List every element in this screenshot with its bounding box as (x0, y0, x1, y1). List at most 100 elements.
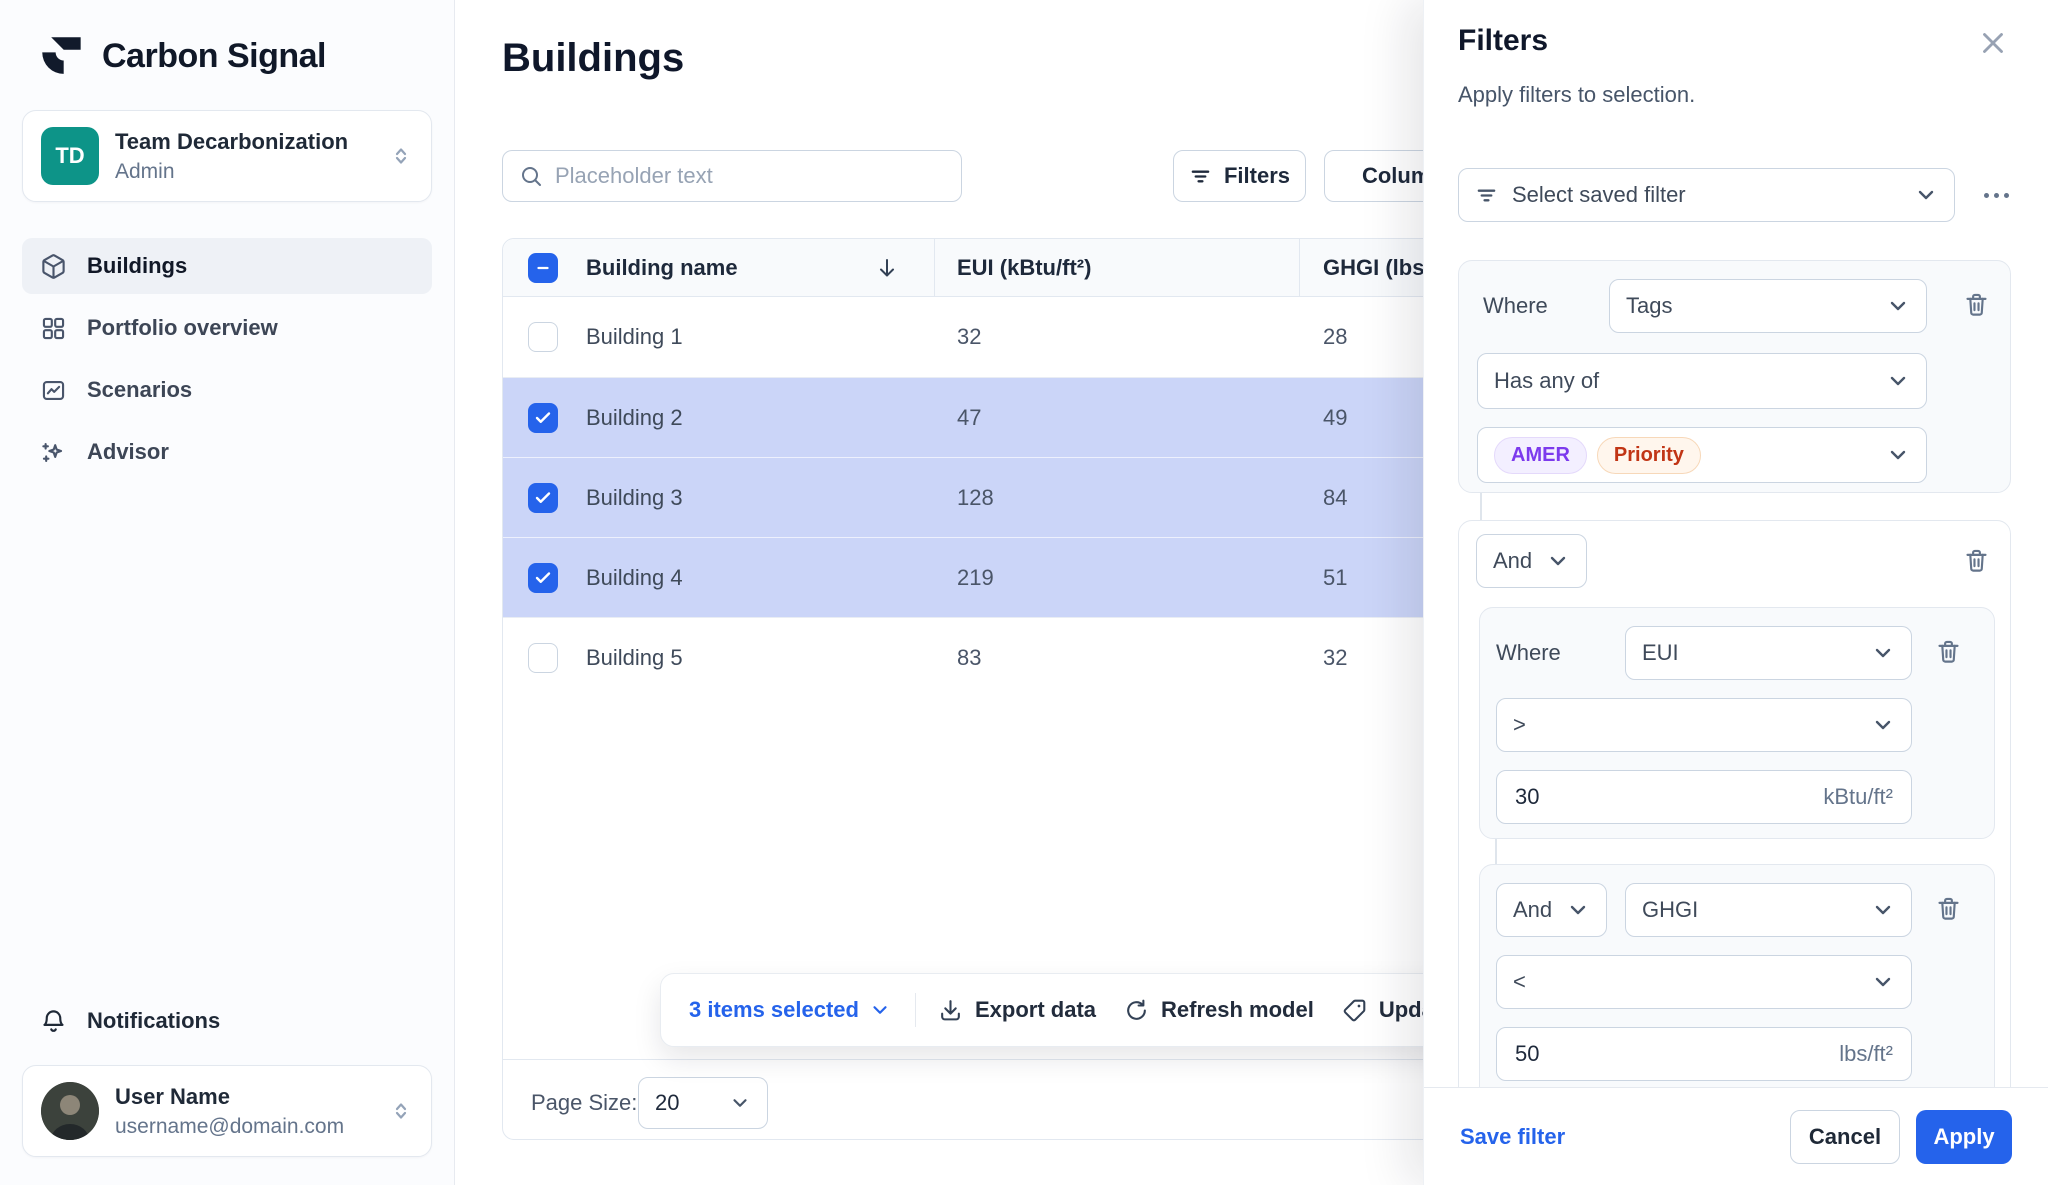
chevron-down-icon (1890, 450, 1906, 460)
trash-icon[interactable] (1935, 895, 1962, 922)
filters-panel-subtitle: Apply filters to selection. (1458, 82, 1696, 107)
sidebar-item-label: Portfolio overview (87, 315, 278, 340)
chevron-down-icon (1550, 556, 1566, 566)
cell-ghgi: 84 (1323, 485, 1348, 510)
row-checkbox[interactable] (528, 322, 558, 352)
team-name: Team Decarbonization (115, 128, 349, 154)
filters-button[interactable]: Filters (1173, 150, 1306, 202)
sidebar-item-scenarios[interactable]: Scenarios (22, 362, 432, 418)
refresh-icon (1127, 999, 1146, 1020)
row-checkbox[interactable] (528, 563, 558, 593)
trash-icon[interactable] (1935, 638, 1962, 665)
cell-ghgi: 32 (1323, 645, 1348, 670)
tag-pill-amer: AMER (1494, 436, 1587, 474)
saved-filter-placeholder: Select saved filter (1512, 182, 1686, 207)
cell-eui: 219 (957, 565, 994, 590)
table-row[interactable]: Building 2 47 49 (503, 377, 1551, 457)
cell-eui: 83 (957, 645, 982, 670)
apply-button[interactable]: Apply (1916, 1109, 2012, 1164)
search-input-wrapper (502, 150, 962, 202)
updown-chevron-icon (395, 1103, 407, 1119)
team-selector[interactable]: TD Team Decarbonization Admin (22, 110, 432, 202)
sort-descending-icon[interactable] (875, 256, 899, 280)
column-header-eui[interactable]: EUI (kBtu/ft²) (957, 255, 1092, 280)
sidebar-item-label: Buildings (87, 253, 188, 278)
sidebar: Carbon Signal TD Team Decarbonization Ad… (0, 0, 455, 1185)
user-avatar (41, 1082, 99, 1140)
table-row[interactable]: Building 3 128 84 (503, 457, 1551, 537)
row-checkbox[interactable] (528, 403, 558, 433)
app-logo: Carbon Signal (36, 28, 432, 84)
search-input[interactable] (555, 163, 945, 189)
notifications-button[interactable]: Notifications (22, 993, 432, 1049)
field-select-value: GHGI (1642, 897, 1699, 922)
table-row[interactable]: Building 1 32 28 (503, 297, 1551, 377)
refresh-model-label: Refresh model (1161, 997, 1314, 1022)
select-all-checkbox[interactable] (528, 253, 558, 283)
conjunction-select[interactable]: And (1476, 534, 1587, 588)
chevron-down-icon (1875, 720, 1891, 730)
cell-eui: 32 (957, 324, 982, 349)
field-select-ghgi[interactable]: GHGI (1625, 883, 1912, 937)
sidebar-item-label: Scenarios (87, 377, 193, 402)
save-filter-link[interactable]: Save filter (1460, 1123, 1566, 1149)
row-checkbox[interactable] (528, 483, 558, 513)
table-row[interactable]: Building 4 219 51 (503, 537, 1551, 617)
unit-label: kBtu/ft² (1823, 784, 1893, 809)
close-icon[interactable] (1976, 26, 2010, 60)
chevron-down-icon (1570, 905, 1586, 915)
sidebar-item-buildings[interactable]: Buildings (22, 238, 432, 294)
check-icon (535, 572, 551, 583)
trash-icon[interactable] (1963, 547, 1990, 574)
filter-group-tags: Where Tags Has any of AMER Priority (1458, 260, 2011, 493)
operator-select-tags[interactable]: Has any of (1477, 353, 1927, 409)
filters-panel-title: Filters (1458, 24, 1549, 57)
cell-building-name: Building 4 (586, 565, 683, 590)
selected-items-dropdown[interactable]: 3 items selected (661, 997, 907, 1023)
page-size-select[interactable]: 20 (638, 1077, 768, 1129)
value-input-eui[interactable]: 30 kBtu/ft² (1496, 770, 1912, 824)
trash-icon[interactable] (1963, 291, 1990, 318)
filters-button-label: Filters (1223, 163, 1291, 188)
chevron-down-icon (873, 1006, 887, 1014)
where-label: Where (1496, 640, 1561, 665)
download-icon (941, 999, 960, 1020)
export-data-button[interactable]: Export data (924, 997, 1110, 1023)
unit-label: lbs/ft² (1839, 1041, 1893, 1066)
row-checkbox[interactable] (528, 643, 558, 673)
user-menu[interactable]: User Name username@domain.com (22, 1065, 432, 1157)
operator-select-ghgi[interactable]: < (1496, 955, 1912, 1009)
sidebar-nav: Buildings Portfolio overview Scenarios A… (22, 238, 432, 480)
value-text: 30 (1515, 784, 1540, 809)
cell-building-name: Building 2 (586, 405, 683, 430)
operator-select-eui[interactable]: > (1496, 698, 1912, 752)
conjunction-value: And (1493, 548, 1532, 573)
table-row[interactable]: Building 5 83 32 (503, 617, 1551, 697)
filters-panel: Filters Apply filters to selection. Sele… (1423, 0, 2048, 1185)
tag-values-select[interactable]: AMER Priority (1477, 427, 1927, 483)
user-email: username@domain.com (115, 1114, 345, 1138)
operator-select-value: > (1513, 712, 1526, 737)
sidebar-item-portfolio-overview[interactable]: Portfolio overview (22, 300, 432, 356)
cancel-button[interactable]: Cancel (1790, 1109, 1900, 1164)
filter-lines-icon (1191, 170, 1210, 182)
chevron-down-icon (733, 1099, 747, 1107)
cell-eui: 128 (957, 485, 994, 510)
chevron-down-icon (1875, 648, 1891, 658)
condition-eui: Where EUI > 30 kBtu/ft² (1479, 607, 1995, 839)
sidebar-item-advisor[interactable]: Advisor (22, 424, 432, 480)
conjunction-select[interactable]: And (1496, 883, 1607, 937)
field-select-tags[interactable]: Tags (1609, 279, 1927, 333)
field-select-eui[interactable]: EUI (1625, 626, 1912, 680)
updown-chevron-icon (395, 148, 407, 164)
table-header-row: Building name EUI (kBtu/ft²) GHGI (lbs/f… (503, 239, 1551, 297)
chevron-down-icon (1875, 977, 1891, 987)
chart-frame-icon (42, 380, 65, 400)
filter-options-menu-button[interactable] (1976, 178, 2016, 212)
column-header-building-name[interactable]: Building name (586, 255, 738, 280)
group-connector (1480, 493, 1482, 520)
refresh-model-button[interactable]: Refresh model (1110, 997, 1328, 1023)
value-input-ghgi[interactable]: 50 lbs/ft² (1496, 1027, 1912, 1081)
saved-filter-select[interactable]: Select saved filter (1458, 168, 1955, 222)
